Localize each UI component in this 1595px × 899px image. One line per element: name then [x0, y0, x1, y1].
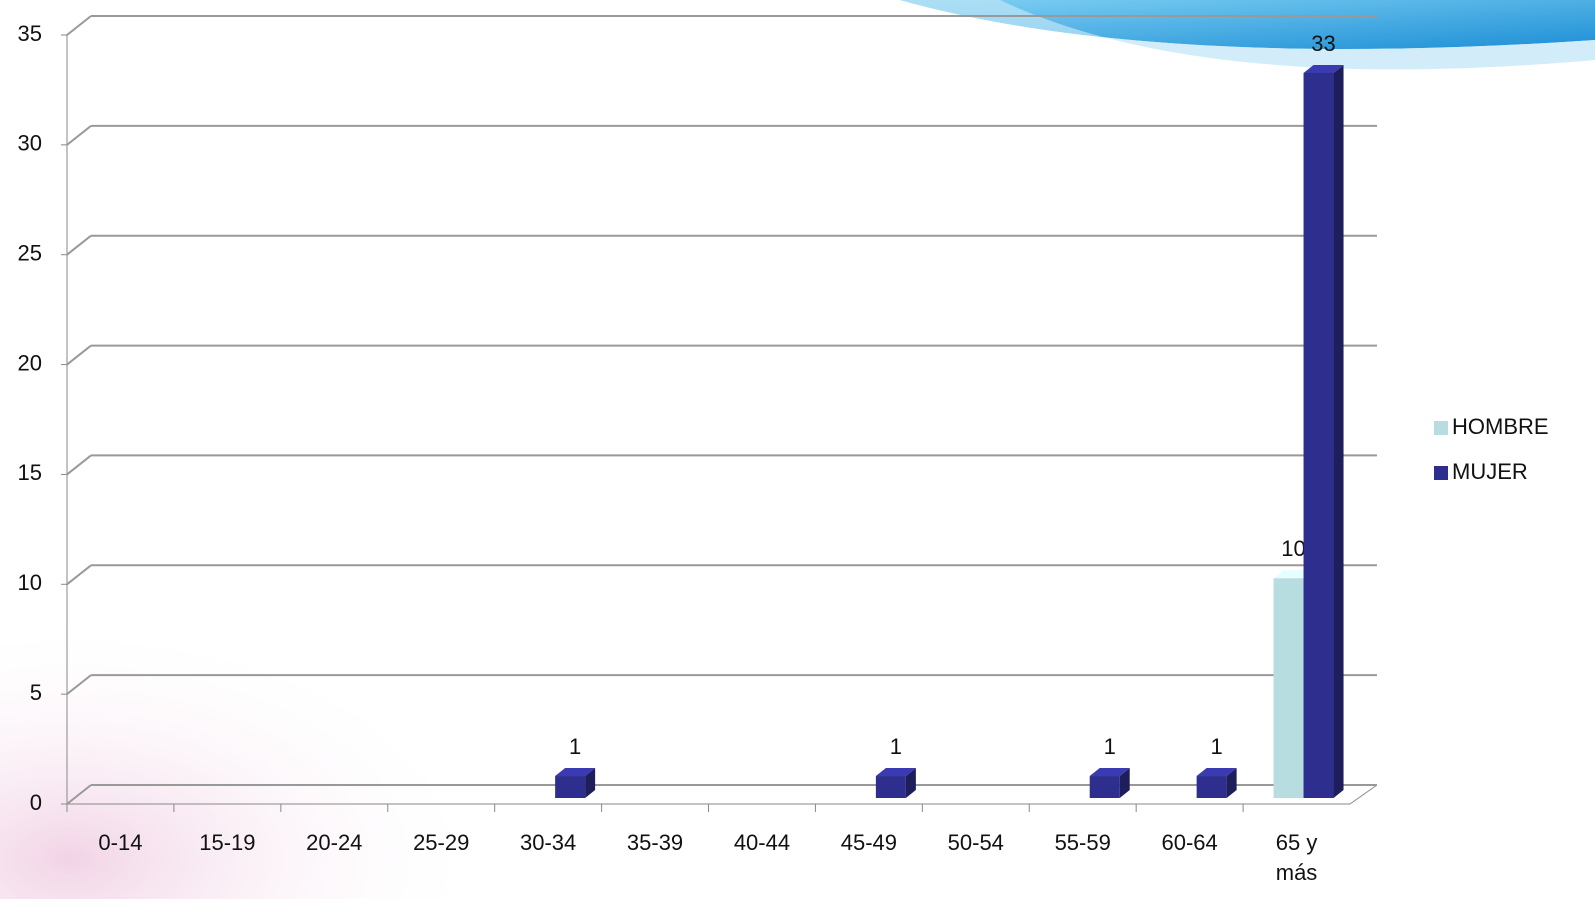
x-tick-label: 30-34: [519, 830, 577, 855]
bar: [1303, 72, 1334, 798]
y-tick-label: 5: [30, 680, 42, 705]
data-label: 1: [1211, 734, 1223, 759]
legend-swatch: [1434, 421, 1448, 435]
data-label: 33: [1311, 31, 1335, 56]
legend-label: HOMBRE: [1452, 414, 1549, 439]
x-tick-label: 15-19: [199, 830, 256, 855]
bar: [555, 776, 586, 798]
grid-line: [66, 15, 92, 36]
x-tick-label: 50-54: [947, 830, 1004, 855]
bar-top: [1196, 768, 1237, 777]
legend-label: MUJER: [1452, 459, 1528, 484]
bar: [875, 776, 906, 798]
x-tick-label: 55-59: [1054, 830, 1111, 855]
grid-line: [66, 454, 92, 476]
grid-line: [66, 784, 92, 805]
grid-line: [66, 674, 92, 695]
background-swoosh: [900, 0, 1595, 70]
legend-swatch: [1434, 466, 1448, 480]
bar: [1196, 776, 1227, 798]
bar: [1089, 776, 1120, 798]
x-tick-label: 20-24: [306, 830, 363, 855]
bar-top: [1089, 768, 1130, 777]
x-tick-label: 65 y más: [1275, 830, 1318, 885]
grid-line: [66, 234, 92, 256]
y-tick-label: 35: [18, 21, 42, 46]
x-tick-label: 45-49: [840, 830, 898, 855]
floor-edge: [1349, 784, 1378, 805]
x-tick-label: 0-14: [98, 830, 143, 855]
x-tick-label: 25-29: [413, 830, 470, 855]
background-swoosh: [900, 0, 1595, 49]
grid-line: [66, 344, 92, 366]
bar: [1273, 578, 1304, 798]
bar-side: [585, 768, 596, 798]
bar-side: [1119, 768, 1130, 798]
grid-line: [66, 125, 92, 146]
background-decoration: [0, 500, 700, 899]
y-tick-label: 25: [18, 241, 42, 266]
y-tick-label: 0: [30, 790, 42, 815]
data-label: 1: [890, 734, 902, 759]
y-tick-label: 30: [18, 131, 42, 156]
data-label: 10: [1281, 536, 1305, 561]
bar-top: [875, 768, 916, 777]
y-tick-label: 15: [18, 460, 42, 485]
x-tick-label: 40-44: [733, 830, 791, 855]
data-label: 1: [1104, 734, 1116, 759]
bar-side: [1226, 768, 1237, 798]
bar-side: [1333, 64, 1344, 798]
y-tick-label: 20: [18, 350, 42, 375]
bar-top: [555, 768, 596, 777]
data-label: 1: [569, 734, 581, 759]
x-tick-label: 35-39: [626, 830, 684, 855]
grid-line: [66, 564, 92, 586]
y-tick-label: 10: [18, 570, 42, 595]
bar-side: [905, 768, 916, 798]
bar-top: [1303, 64, 1344, 73]
x-tick-label: 60-64: [1161, 830, 1218, 855]
